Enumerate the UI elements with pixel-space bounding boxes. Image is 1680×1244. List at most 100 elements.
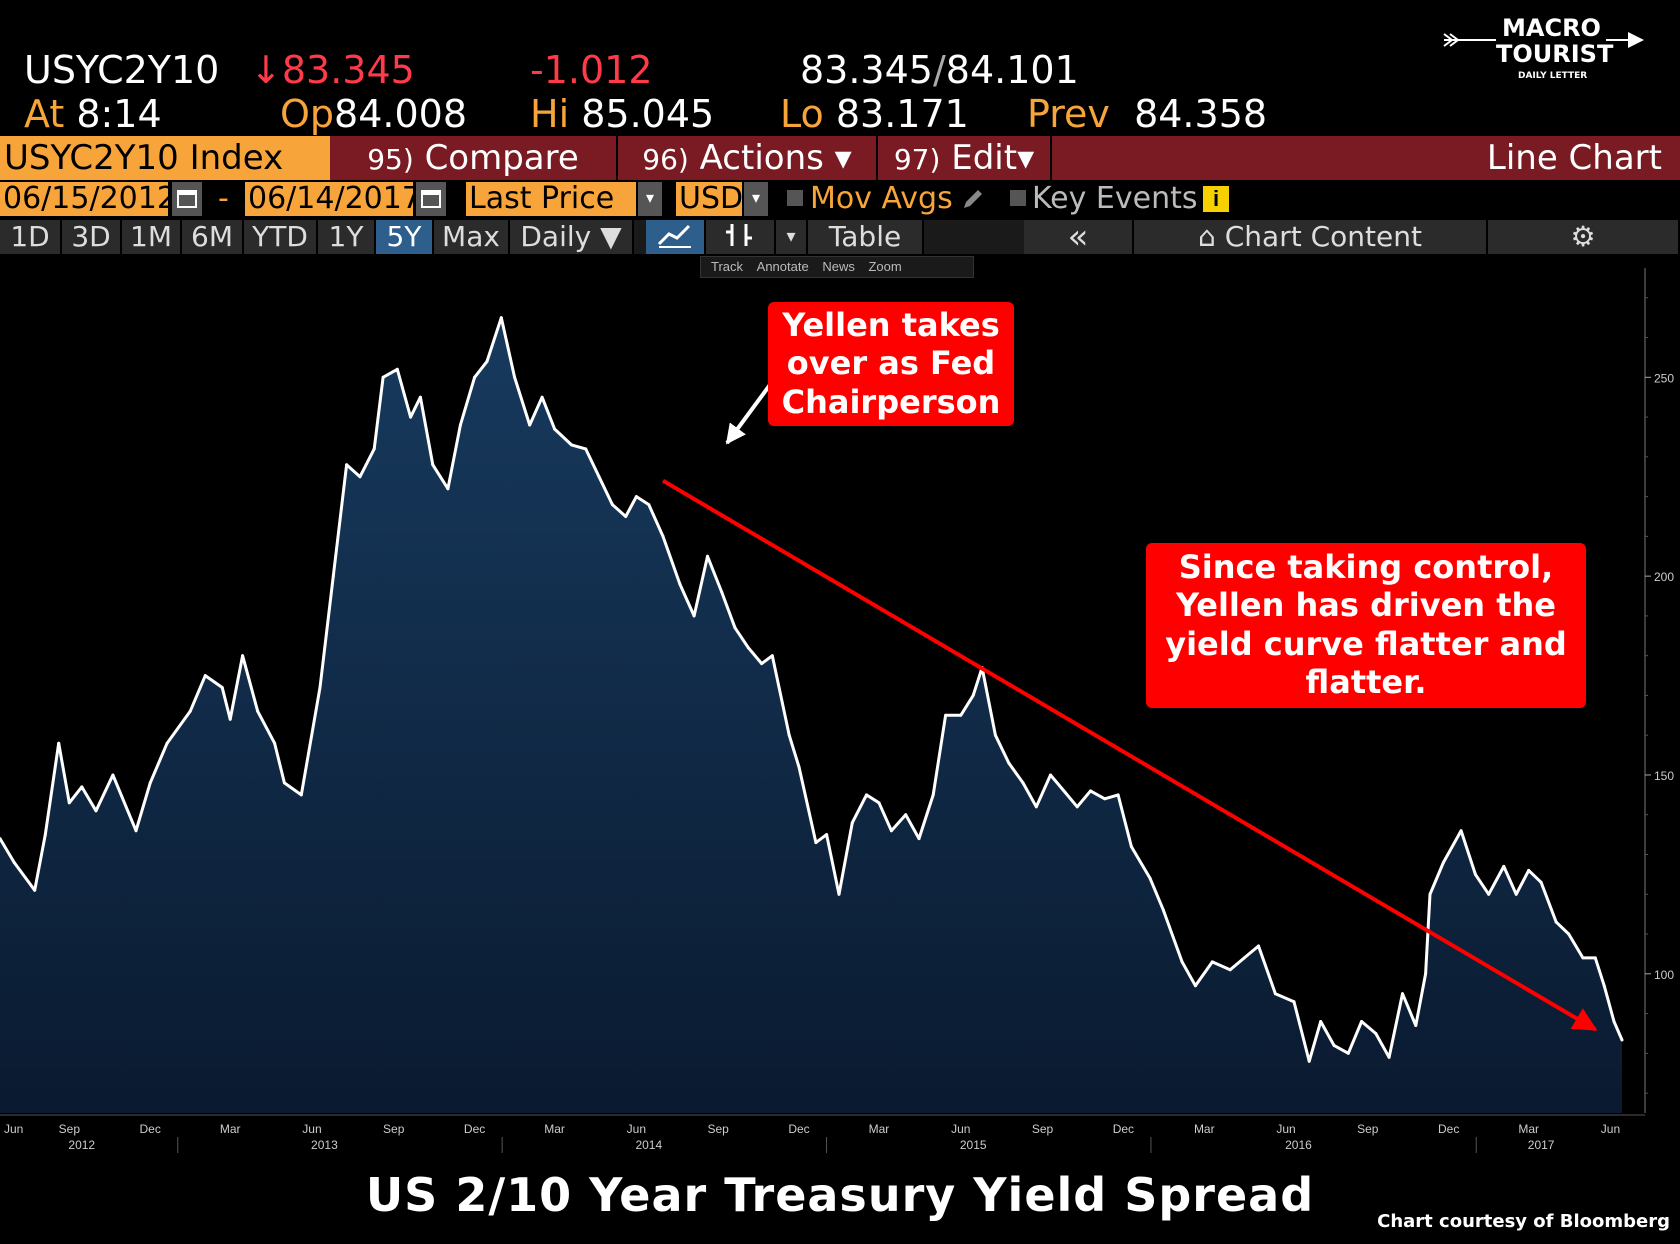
actions-button[interactable]: 96) Actions ▾ xyxy=(618,136,878,180)
y-tick-label: 150 xyxy=(1654,769,1674,783)
data-point xyxy=(1148,876,1152,880)
pencil-icon[interactable] xyxy=(960,186,984,212)
data-point xyxy=(446,487,450,491)
x-tick-label: Jun xyxy=(627,1122,646,1136)
chart-type-label[interactable]: Line Chart xyxy=(1486,138,1662,178)
data-point xyxy=(1228,968,1232,972)
range-1m[interactable]: 1M xyxy=(122,220,182,254)
settings-icon[interactable]: ⚙ xyxy=(1488,220,1680,254)
annotate-button[interactable]: Annotate xyxy=(756,259,809,274)
data-point xyxy=(720,590,724,594)
compare-button[interactable]: 95) Compare xyxy=(330,136,618,180)
logo-line2: TOURIST xyxy=(1496,40,1614,68)
data-point xyxy=(358,475,362,479)
chevron-down-icon[interactable]: ▾ xyxy=(638,182,662,216)
x-tick-label: Mar xyxy=(869,1122,890,1136)
data-point xyxy=(1180,960,1184,964)
bar-chart-icon[interactable] xyxy=(706,220,776,254)
x-tick-label: Sep xyxy=(707,1122,729,1136)
range-5y[interactable]: 5Y xyxy=(376,220,434,254)
info-icon[interactable]: i xyxy=(1203,186,1229,212)
data-point xyxy=(33,888,37,892)
chevron-down-icon[interactable]: ▾ xyxy=(744,182,768,216)
data-point xyxy=(67,801,71,805)
data-point xyxy=(1021,781,1025,785)
high-label: Hi xyxy=(530,92,570,136)
chart-content-button[interactable]: ⌂ Chart Content xyxy=(1134,220,1488,254)
range-1d[interactable]: 1D xyxy=(0,220,62,254)
ticker-symbol: USYC2Y10 xyxy=(24,48,220,92)
data-point xyxy=(1292,1000,1296,1004)
data-point xyxy=(597,475,601,479)
x-tick-label: Sep xyxy=(383,1122,405,1136)
x-tick-label: Sep xyxy=(1357,1122,1379,1136)
start-date-input[interactable]: 06/15/2012 xyxy=(0,182,176,216)
range-3d[interactable]: 3D xyxy=(62,220,122,254)
data-point xyxy=(959,713,963,717)
data-point xyxy=(931,793,935,797)
key-events-checkbox[interactable] xyxy=(1010,190,1026,206)
data-point xyxy=(395,367,399,371)
period-select[interactable]: Daily ▼ xyxy=(510,220,634,254)
logo-line1: MACRO xyxy=(1502,14,1601,42)
data-point xyxy=(188,709,192,713)
data-point xyxy=(381,375,385,379)
x-tick-label: Mar xyxy=(220,1122,241,1136)
data-point xyxy=(134,829,138,833)
data-point xyxy=(1502,864,1506,868)
key-events-label[interactable]: Key Events xyxy=(1032,181,1198,216)
field-select[interactable]: Last Price xyxy=(466,182,636,216)
data-point xyxy=(1554,920,1558,924)
data-point xyxy=(1514,892,1518,896)
prev-value: 84.358 xyxy=(1134,92,1268,136)
data-point xyxy=(241,654,245,658)
data-point xyxy=(345,463,349,467)
prev-label: Prev xyxy=(1027,92,1110,136)
range-ytd[interactable]: YTD xyxy=(244,220,318,254)
down-arrow-icon: ↓ xyxy=(250,48,282,92)
range-1y[interactable]: 1Y xyxy=(318,220,376,254)
data-point xyxy=(837,892,841,896)
x-tick-label: Sep xyxy=(59,1122,81,1136)
data-point xyxy=(1620,1038,1624,1042)
line-chart-icon[interactable] xyxy=(646,220,706,254)
at-label: At xyxy=(24,92,65,136)
x-tick-label: Dec xyxy=(464,1122,485,1136)
range-6m[interactable]: 6M xyxy=(182,220,244,254)
table-button[interactable]: Table xyxy=(808,220,924,254)
x-tick-label: Jun xyxy=(302,1122,321,1136)
calendar-icon[interactable] xyxy=(416,182,446,216)
mov-avgs-checkbox[interactable] xyxy=(787,190,803,206)
zoom-button[interactable]: Zoom xyxy=(868,259,902,274)
data-point xyxy=(678,582,682,586)
x-year-label: 2016 xyxy=(1285,1138,1312,1152)
x-year-label: 2015 xyxy=(960,1138,987,1152)
calendar-icon[interactable] xyxy=(172,182,202,216)
collapse-icon[interactable]: « xyxy=(1024,220,1134,254)
chart-content-icon: ⌂ xyxy=(1198,220,1216,253)
data-point xyxy=(814,841,818,845)
mov-avgs-label[interactable]: Mov Avgs xyxy=(810,181,953,216)
macro-tourist-logo: MACRO TOURIST DAILY LETTER xyxy=(1443,14,1644,81)
edit-button[interactable]: 97) Edit▾ xyxy=(878,136,1052,180)
end-date-input[interactable]: 06/14/2017 xyxy=(245,182,421,216)
track-button[interactable]: Track xyxy=(711,259,744,274)
data-point xyxy=(760,662,764,666)
callout-yellen-takes-over: Yellen takes over as Fed Chairperson xyxy=(768,302,1014,426)
currency-select[interactable]: USD xyxy=(676,182,743,216)
data-point xyxy=(1593,956,1597,960)
y-tick-label: 100 xyxy=(1654,968,1674,982)
data-point xyxy=(12,861,16,864)
data-point xyxy=(1075,805,1079,809)
range-max[interactable]: Max xyxy=(434,220,510,254)
news-button[interactable]: News xyxy=(822,259,855,274)
chart-credit: Chart courtesy of Bloomberg xyxy=(1377,1211,1670,1232)
data-point xyxy=(282,781,286,785)
data-point xyxy=(540,395,544,399)
x-year-label: 2013 xyxy=(311,1138,338,1152)
chevron-down-icon[interactable]: ▾ xyxy=(776,220,808,254)
data-point xyxy=(553,427,557,431)
data-point xyxy=(111,773,115,777)
security-index-field[interactable]: USYC2Y10 Index xyxy=(0,136,330,180)
data-point xyxy=(418,395,422,399)
